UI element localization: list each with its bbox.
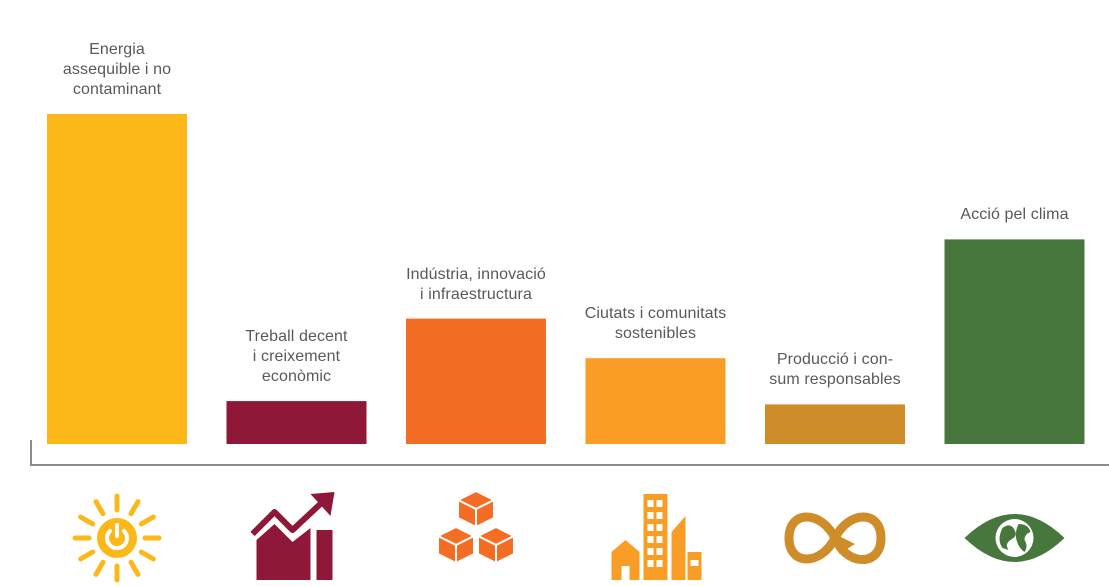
icons-group xyxy=(72,489,1065,583)
bars-group xyxy=(47,114,1085,444)
city-buildings-icon xyxy=(611,494,702,580)
bar-2 xyxy=(226,401,367,444)
bar-5 xyxy=(765,404,905,444)
infinity-arrow-icon xyxy=(784,512,886,564)
axis-group xyxy=(30,440,1109,466)
stacked-cubes-icon xyxy=(435,489,517,565)
category-label-4: Ciutats i comunitats sostenibles xyxy=(584,305,727,343)
category-label-3: Indústria, innovació i infraestructura xyxy=(406,265,546,303)
bar-3 xyxy=(406,318,546,444)
category-label-5: Producció i con- sum responsables xyxy=(769,351,901,389)
category-label-1: Energia assequible i no contaminant xyxy=(62,41,172,98)
category-label-6: Acció pel clima xyxy=(960,206,1069,224)
sun-power-icon xyxy=(72,493,162,583)
growth-chart-icon xyxy=(250,492,335,580)
bar-1 xyxy=(47,114,187,444)
earth-eye-icon xyxy=(964,514,1065,562)
category-label-2: Treball decent i creixement econòmic xyxy=(245,328,348,386)
bar-6 xyxy=(944,239,1085,444)
bar-4 xyxy=(585,358,726,444)
